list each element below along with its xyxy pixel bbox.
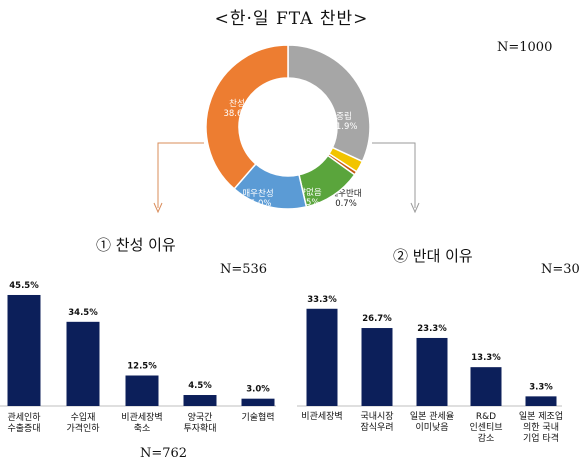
bar-value-label-2-5: 3.3% bbox=[529, 382, 553, 392]
bar-value-label-1-2: 34.5% bbox=[68, 308, 98, 318]
bar-value-label-1-5: 3.0% bbox=[246, 385, 270, 395]
pie-n-label: N=1000 bbox=[497, 40, 553, 55]
left-n-label: N=536 bbox=[220, 262, 268, 277]
chart-title: <한·일 FTA 찬반> bbox=[214, 9, 369, 29]
right-arrowhead bbox=[410, 202, 420, 214]
bar-category-label-1-2: 수입재 가격인하 bbox=[66, 411, 100, 434]
donut-label-5: 매우찬성 15.0% bbox=[242, 188, 273, 209]
left-heading: ① 찬성 이유 bbox=[96, 236, 176, 254]
donut-label-6: 찬성 38.6% bbox=[223, 98, 250, 119]
bar-1-5 bbox=[241, 398, 275, 406]
bar-value-label-2-1: 33.3% bbox=[307, 295, 337, 305]
bar-category-label-1-4: 양국간 투자확대 bbox=[183, 412, 216, 434]
bar-value-label-2-3: 23.3% bbox=[417, 324, 447, 334]
bar-1-1 bbox=[7, 294, 41, 406]
right-connector bbox=[372, 142, 416, 208]
bar-category-label-2-3: 일본 관세율 이미낮음 bbox=[410, 411, 454, 433]
bar-category-label-2-5: 일본 제조업 의한 국내 기업 타격 bbox=[519, 411, 563, 444]
bar-category-label-1-5: 기술협력 bbox=[241, 411, 274, 423]
bar-value-label-1-3: 12.5% bbox=[127, 362, 157, 372]
donut-slice-6 bbox=[205, 44, 289, 190]
bar-value-label-1-1: 45.5% bbox=[9, 281, 39, 291]
right-heading: ② 반대 이유 bbox=[393, 247, 473, 265]
bar-value-label-2-4: 13.3% bbox=[471, 353, 501, 363]
bar-category-label-1-3: 비관세장벽 축소 bbox=[121, 412, 162, 434]
bar-2-1 bbox=[306, 308, 338, 406]
donut-label-1: 중립 31.9% bbox=[330, 112, 357, 132]
donut-label-3: 매우반대 0.7% bbox=[330, 188, 361, 209]
bar-1-2 bbox=[66, 321, 100, 406]
bar-1-4 bbox=[183, 395, 217, 406]
bar-category-label-2-1: 비관세장벽 bbox=[301, 411, 342, 422]
bar-category-label-2-4: R&D 인센티브 감소 bbox=[469, 412, 502, 444]
bar-1-3 bbox=[125, 375, 159, 406]
left-arrowhead bbox=[153, 202, 163, 214]
bar-value-label-1-4: 4.5% bbox=[188, 381, 212, 391]
bar-category-label-1-1: 관세인하 수출증대 bbox=[7, 412, 41, 434]
bar-category-label-2-2: 국내시장 잠식우려 bbox=[360, 411, 393, 433]
donut-slice-1 bbox=[287, 44, 371, 163]
left-connector bbox=[157, 142, 204, 208]
bar-value-label-2-2: 26.7% bbox=[362, 314, 392, 324]
right-n-label: N=30 bbox=[541, 262, 580, 277]
bar-2-3 bbox=[416, 337, 448, 406]
bar-2-4 bbox=[470, 367, 502, 406]
bar-2-2 bbox=[361, 328, 393, 406]
bottom-n-label: N=762 bbox=[140, 446, 188, 461]
bar-2-5 bbox=[525, 396, 557, 406]
